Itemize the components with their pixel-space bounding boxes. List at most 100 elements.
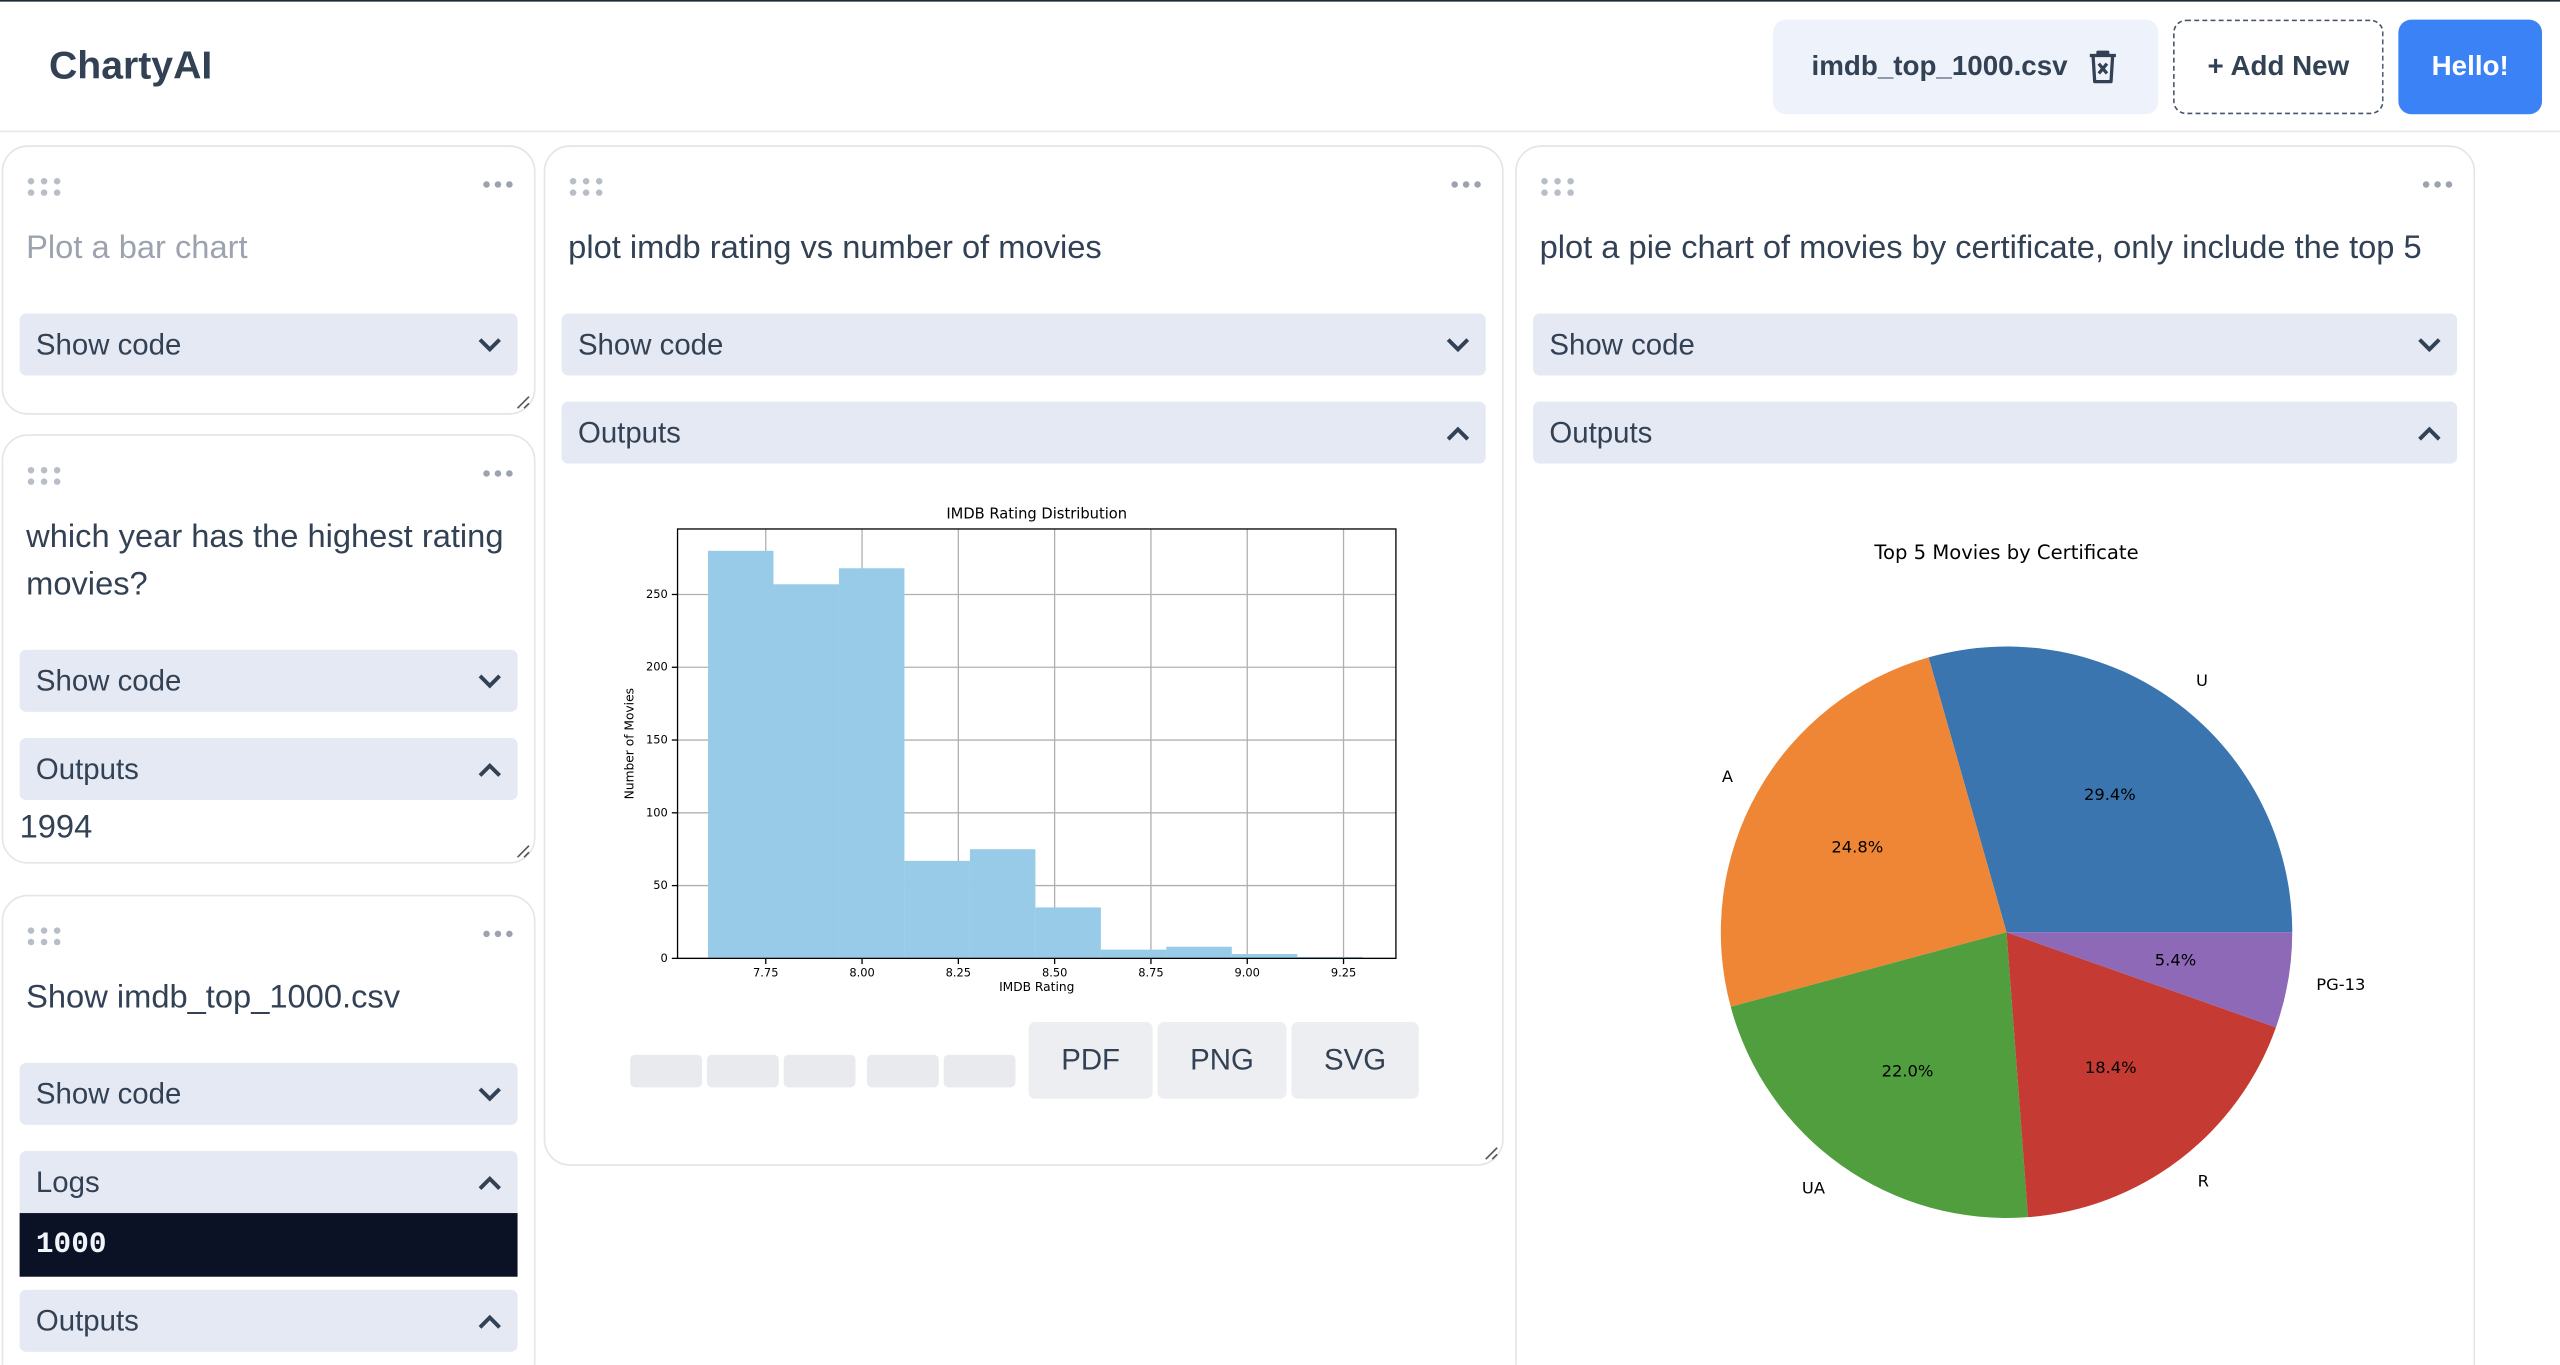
show-code-toggle[interactable]: Show code [561,313,1486,376]
prompt-input[interactable]: plot a pie chart of movies by certificat… [1539,230,2422,267]
menu-dots[interactable] [482,929,515,939]
pie-slice [1928,646,2293,933]
menu-dots[interactable] [482,469,515,479]
slice-label: PG-13 [2316,975,2365,994]
skeleton-button [706,1054,779,1088]
logs-output: 1000 [19,1213,518,1277]
drag-handle[interactable] [568,176,604,196]
export-svg-button[interactable]: SVG [1291,1022,1419,1099]
label: Show code [577,327,724,360]
menu-dots[interactable] [2421,180,2454,190]
chevron-up [478,1175,501,1190]
x-tick-label: 8.75 [1138,966,1163,980]
slice-label: U [2196,671,2208,690]
export-png-button[interactable]: PNG [1157,1022,1287,1099]
label: Show code [35,1076,182,1110]
chevron-down [478,1086,501,1101]
chevron-down [1446,337,1470,352]
brand[interactable]: ChartyAI [48,44,213,89]
pie-slice [2006,932,2276,1218]
histogram-bar [1100,949,1167,959]
prompt-input[interactable]: Show imdb_top_1000.csv [26,979,401,1016]
slice-percent: 24.8% [1831,837,1883,856]
prompt-input[interactable]: Plot a bar chart [26,230,248,267]
skeleton-button [943,1054,1016,1088]
drag-handle[interactable] [26,926,62,946]
histogram-chart: IMDB Rating Distribution 7.75 8.00 8.25 8.50… [623,505,1397,994]
cell-card: which year has the highest rating movies… [1,434,536,864]
chevron-up [1446,425,1470,440]
slice-percent: 22.0% [1882,1062,1934,1081]
outputs-toggle[interactable]: Outputs [19,737,518,800]
histogram-bar [904,860,970,959]
y-tick-label: 100 [646,805,668,819]
y-tick-label: 0 [660,951,667,965]
show-code-toggle[interactable]: Show code [19,649,518,712]
outputs-toggle[interactable]: Outputs [1533,401,2458,464]
label: Logs [35,1164,100,1198]
menu-dots[interactable] [1450,180,1483,190]
add-new-button[interactable]: + Add New [2173,19,2384,115]
drag-handle[interactable] [1540,176,1576,196]
chevron-up [2418,425,2441,440]
chevron-down [2418,337,2441,352]
histogram-bar [1231,954,1298,959]
chevron-up [478,762,501,777]
prompt-input[interactable]: which year has the highest rating movies… [26,519,504,603]
y-tick-label: 150 [646,733,668,747]
axes-frame [676,528,1397,960]
output-value: 1994 [19,809,93,846]
show-code-toggle[interactable]: Show code [1533,313,2458,376]
slice-label: A [1722,767,1734,786]
slice-percent: 5.4% [2155,951,2196,970]
user-button[interactable]: Hello! [2398,19,2543,115]
x-axis-label: IMDB Rating [999,980,1074,994]
histogram-bar [1166,946,1232,959]
drag-handle[interactable] [26,465,62,485]
delete-file-icon[interactable] [2087,49,2120,85]
chevron-up [478,1313,501,1328]
label: Outputs [35,1303,139,1337]
pie-slice [1730,932,2029,1218]
x-tick-label: 8.25 [946,966,971,980]
resize-grip[interactable] [516,844,531,859]
file-name: imdb_top_1000.csv [1811,50,2068,82]
histogram-bar [1035,907,1101,959]
resize-grip[interactable] [516,395,531,410]
show-code-toggle[interactable]: Show code [19,313,518,376]
menu-dots[interactable] [482,180,515,190]
x-tick-label: 9.00 [1235,966,1260,980]
slice-label: R [2198,1171,2209,1190]
label: Outputs [577,415,681,449]
prompt-input[interactable]: plot imdb rating vs number of movies [568,230,1102,267]
label: Show code [1549,327,1695,360]
y-tick-label: 50 [653,878,668,892]
chart-title: Top 5 Movies by Certificate [1873,541,2138,564]
histogram-bar [838,568,905,959]
x-tick-label: 8.00 [849,966,874,980]
label: Outputs [1549,415,1653,449]
label: Outputs [35,751,139,785]
x-tick-label: 8.50 [1042,966,1067,980]
y-tick-label: 200 [646,660,668,674]
slice-percent: 18.4% [2085,1058,2137,1077]
y-axis-label: Number of Movies [623,688,637,799]
histogram-bar [707,550,774,959]
x-tick-label: 9.25 [1331,966,1356,980]
skeleton-button [630,1054,703,1088]
skeleton-button [783,1054,856,1088]
logs-toggle[interactable]: Logs [19,1151,518,1214]
outputs-toggle[interactable]: Outputs [19,1289,518,1352]
histogram-bar [969,849,1036,959]
export-pdf-button[interactable]: PDF [1028,1022,1153,1099]
show-code-toggle[interactable]: Show code [19,1062,518,1125]
outputs-toggle[interactable]: Outputs [561,401,1486,464]
drag-handle[interactable] [26,176,62,196]
label: Show code [35,327,182,360]
resize-grip[interactable] [1484,1146,1499,1161]
chevron-down [478,337,501,352]
y-tick-label: 250 [646,587,668,601]
cell-card: Show imdb_top_1000.csv Show code Logs 10… [1,894,536,1365]
slice-label: UA [1802,1178,1826,1197]
